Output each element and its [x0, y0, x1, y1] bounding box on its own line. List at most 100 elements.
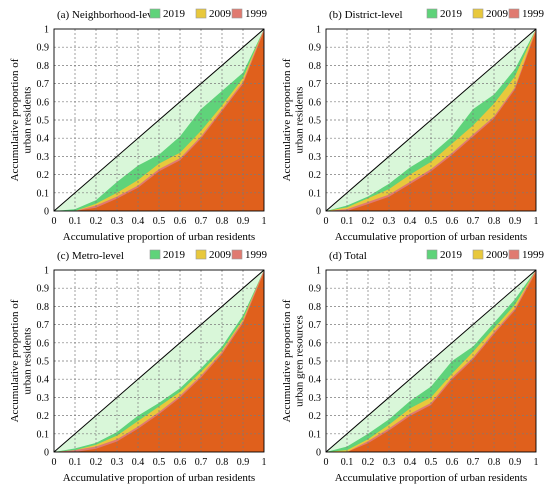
y-tick-label: 0.4	[37, 134, 50, 145]
plot-frame	[325, 28, 537, 212]
y-axis-label-line1: Accumulative proportion of	[9, 58, 21, 181]
x-tick-label: 0.3	[383, 457, 396, 468]
x-tick-label: 0.6	[174, 216, 187, 227]
y-tick-label: 0	[316, 207, 321, 218]
x-tick-label: 0.4	[132, 216, 145, 227]
x-tick-label: 0.6	[446, 457, 459, 468]
x-tick-label: 0.2	[362, 216, 375, 227]
y-tick-label: 0.3	[309, 152, 322, 163]
y-tick-label: 0.6	[37, 338, 50, 349]
chart-panel-3: 0 0.1 0.2 0.3 0.4 0.5 0.6 0.7 0.8 0.9 1 0 0.1 0.2 0.3 0…	[9, 249, 268, 484]
equality-line	[325, 269, 537, 453]
y-axis-label: Accumulative proportion ofurban resident…	[281, 58, 306, 181]
legend-label-2019: 2019	[440, 249, 463, 261]
x-axis-label: Accumulative proportion of urban residen…	[335, 472, 527, 484]
x-tick-label: 0.2	[90, 216, 103, 227]
x-tick-label: 0	[324, 457, 329, 468]
x-tick-label: 0.4	[404, 216, 417, 227]
legend-label-2009: 2009	[209, 249, 232, 261]
y-axis-label-line1: Accumulative proportion of	[281, 58, 293, 181]
y-axis-label-line2: urban residents	[21, 87, 33, 154]
x-tick-label: 0.5	[153, 457, 166, 468]
y-tick-label: 0.1	[37, 429, 50, 440]
legend-label-1999: 1999	[522, 8, 545, 20]
y-tick-label: 1	[44, 25, 49, 36]
y-tick-label: 0.5	[37, 357, 50, 368]
lorenz-area	[326, 272, 536, 452]
x-axis-label: Accumulative proportion of urban residen…	[63, 231, 255, 243]
x-tick-label: 0.7	[195, 457, 208, 468]
y-tick-label: 0.2	[309, 170, 322, 181]
y-tick-label: 0	[316, 448, 321, 459]
x-tick-label: 1	[534, 216, 539, 227]
legend-swatch-1999	[231, 249, 243, 260]
y-tick-label: 1	[316, 25, 321, 36]
y-axis-label: Accumulative proportion ofurban resident…	[9, 58, 34, 181]
y-tick-label: 0.3	[37, 393, 50, 404]
y-tick-label: 0.5	[309, 357, 322, 368]
legend-swatch-2019	[426, 8, 438, 19]
y-axis-label-line2: urban residents	[21, 328, 33, 395]
y-tick-label: 0.8	[309, 61, 322, 72]
x-tick-label: 0.5	[153, 216, 166, 227]
legend-label-2009: 2009	[486, 249, 509, 261]
y-tick-label: 0.7	[309, 320, 322, 331]
x-tick-label: 0.6	[174, 457, 187, 468]
x-tick-label: 0.1	[341, 216, 354, 227]
legend-swatch-1999	[231, 8, 243, 19]
y-tick-label: 0.2	[309, 411, 322, 422]
legend-label-2019: 2019	[440, 8, 463, 20]
chart-title: (a) Neighborhood-level	[57, 9, 161, 21]
y-axis-label: Accumulative proportion ofurban gren res…	[281, 299, 306, 422]
x-tick-label: 0.3	[111, 457, 124, 468]
y-tick-label: 0.8	[37, 302, 50, 313]
equality-line	[53, 269, 265, 453]
chart-panel-2: 0 0.1 0.2 0.3 0.4 0.5 0.6 0.7 0.8 0.9 1 0 0.1 0.2 0.3 0…	[281, 8, 545, 243]
plot-frame	[325, 269, 537, 453]
plot-frame	[53, 269, 265, 453]
x-tick-label: 0	[52, 216, 57, 227]
x-tick-label: 0.5	[425, 457, 438, 468]
lorenz-area	[54, 272, 264, 452]
x-tick-label: 1	[534, 457, 539, 468]
y-tick-label: 0.8	[37, 61, 50, 72]
y-tick-label: 0.1	[309, 188, 322, 199]
x-axis-label: Accumulative proportion of urban residen…	[63, 472, 255, 484]
y-tick-label: 0.2	[37, 411, 50, 422]
x-tick-label: 1	[262, 216, 267, 227]
plot-frame	[53, 28, 265, 212]
x-tick-label: 0.8	[216, 457, 229, 468]
legend-label-2009: 2009	[486, 8, 509, 20]
x-tick-label: 0.2	[90, 457, 103, 468]
x-tick-label: 0.9	[237, 457, 250, 468]
chart-title: (b) District-level	[329, 9, 403, 21]
x-tick-label: 0.8	[216, 216, 229, 227]
y-tick-label: 0.5	[37, 116, 50, 127]
x-tick-label: 1	[262, 457, 267, 468]
lorenz-area	[54, 31, 264, 211]
legend-swatch-1999	[508, 249, 520, 260]
legend-swatch-2009	[195, 8, 207, 19]
x-tick-label: 0	[52, 457, 57, 468]
x-tick-label: 0.9	[237, 216, 250, 227]
y-tick-label: 0.6	[37, 97, 50, 108]
y-axis-label-line2: urban residents	[293, 87, 305, 154]
legend-swatch-2019	[426, 249, 438, 260]
y-tick-label: 0.9	[37, 284, 50, 295]
x-tick-label: 0.7	[195, 216, 208, 227]
y-axis-label-line2: urban gren resources	[293, 315, 305, 407]
x-tick-label: 0.5	[425, 216, 438, 227]
y-tick-label: 0.6	[309, 97, 322, 108]
y-tick-label: 0.7	[37, 79, 50, 90]
legend-swatch-2019	[149, 249, 161, 260]
x-tick-label: 0.8	[488, 216, 501, 227]
x-tick-label: 0	[324, 216, 329, 227]
y-axis-label: Accumulative proportion ofurban resident…	[9, 299, 34, 422]
x-tick-label: 0.7	[467, 457, 480, 468]
y-tick-label: 0.3	[309, 393, 322, 404]
legend-swatch-2019	[149, 8, 161, 19]
x-tick-label: 0.4	[132, 457, 145, 468]
legend-swatch-2009	[195, 249, 207, 260]
legend-label-2019: 2019	[163, 8, 186, 20]
